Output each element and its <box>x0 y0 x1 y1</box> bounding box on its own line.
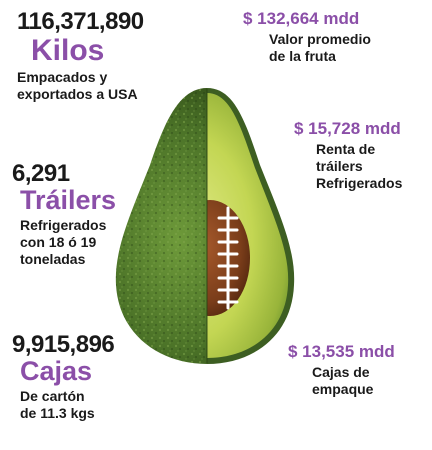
trailers-desc-line-3: toneladas <box>20 251 86 267</box>
cajas-empaque-desc-line-1: Cajas de <box>312 364 370 380</box>
cajas-empaque-desc-line-2: empaque <box>312 381 374 397</box>
avocado-football-icon <box>115 88 295 364</box>
cajas-empaque-amount: $ 13,535 mdd <box>288 342 395 361</box>
stat-kilos: 116,371,890 Kilos Empacados y exportados… <box>17 10 144 103</box>
trailers-desc-line-2: con 18 ó 19 <box>20 234 97 250</box>
trailers-number: 6,291 <box>12 160 70 187</box>
stat-trailers: 6,291 Tráilers Refrigerados con 18 ó 19 … <box>12 162 116 268</box>
renta-trailers-amount: $ 15,728 mdd <box>294 119 401 138</box>
renta-trailers-desc-line-2: tráilers <box>316 158 363 174</box>
cajas-empaque-description: Cajas de empaque <box>312 364 395 398</box>
stat-renta-trailers: $ 15,728 mdd Renta de tráilers Refrigera… <box>294 120 402 192</box>
cajas-desc-line-1: De cartón <box>20 388 85 404</box>
cajas-unit: Cajas <box>20 356 93 386</box>
kilos-desc-line-1: Empacados y <box>17 69 108 85</box>
cajas-number: 9,915,896 <box>12 331 115 358</box>
trailers-description: Refrigerados con 18 ó 19 toneladas <box>20 217 116 268</box>
stat-cajas: 9,915,896 Cajas De cartón de 11.3 kgs <box>12 331 115 422</box>
cajas-description: De cartón de 11.3 kgs <box>20 388 114 422</box>
renta-trailers-description: Renta de tráilers Refrigerados <box>316 141 402 192</box>
renta-trailers-desc-line-1: Renta de <box>316 141 376 157</box>
trailers-desc-line-1: Refrigerados <box>20 217 107 233</box>
stat-valor-fruta: $ 132,664 mdd Valor promedio de la fruta <box>243 10 371 65</box>
valor-fruta-description: Valor promedio de la fruta <box>269 31 371 65</box>
kilos-number: 116,371,890 <box>17 8 144 35</box>
valor-fruta-desc-line-1: Valor promedio <box>269 31 371 47</box>
stat-cajas-empaque: $ 13,535 mdd Cajas de empaque <box>288 343 395 398</box>
kilos-description: Empacados y exportados a USA <box>17 69 144 103</box>
kilos-unit: Kilos <box>31 34 105 67</box>
trailers-unit: Tráilers <box>20 185 117 215</box>
kilos-desc-line-2: exportados a USA <box>17 86 138 102</box>
renta-trailers-desc-line-3: Refrigerados <box>316 175 403 191</box>
valor-fruta-amount: $ 132,664 mdd <box>243 9 360 28</box>
valor-fruta-desc-line-2: de la fruta <box>269 48 336 64</box>
cajas-desc-line-2: de 11.3 kgs <box>20 405 95 421</box>
